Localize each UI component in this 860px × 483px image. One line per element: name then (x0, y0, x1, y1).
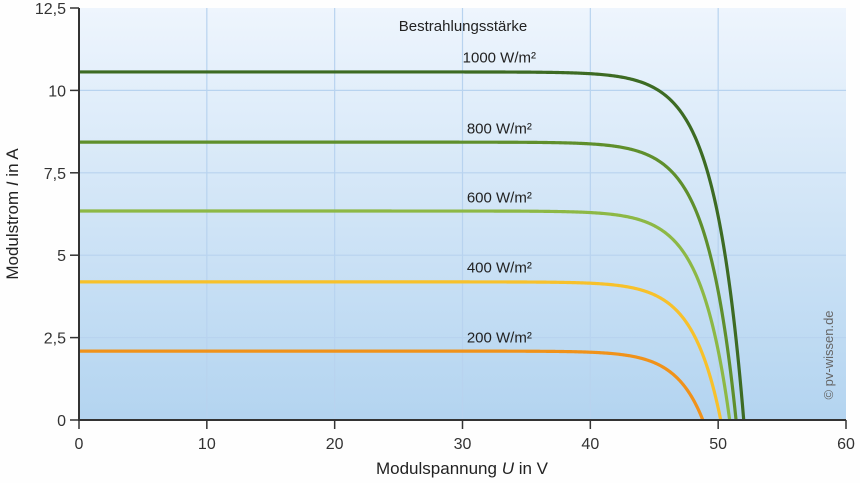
curve-label: 400 W/m² (467, 260, 532, 277)
curve-800-wm2 (78, 140, 738, 421)
curves (78, 70, 746, 421)
grid-lines (79, 8, 846, 420)
x-tick-label: 0 (75, 436, 84, 453)
curve-1000-wm2 (78, 70, 746, 421)
legend-title: Bestrahlungsstärke (399, 18, 527, 35)
x-tick-label: 50 (709, 436, 727, 453)
curve-label: 1000 W/m² (463, 49, 536, 66)
curve-label: 600 W/m² (467, 190, 532, 207)
x-tick-label: 20 (326, 436, 344, 453)
curve-label: 200 W/m² (467, 330, 532, 347)
curve-400-wm2 (78, 280, 723, 421)
y-tick-label: 7,5 (44, 166, 66, 183)
x-tick-label: 30 (454, 436, 472, 453)
curve-600-wm2 (78, 209, 732, 421)
x-tick-label: 10 (198, 436, 216, 453)
curve-labels: 1000 W/m² 800 W/m² 600 W/m² 400 W/m² 200 W/m… (463, 49, 536, 346)
y-tick-label: 10 (48, 83, 66, 100)
y-tick-label: 2,5 (44, 331, 66, 348)
copyright-text: © pv-wissen.de (821, 310, 836, 399)
tick-labels: 0 10 20 30 40 50 60 0 2,5 5 7,5 10 12,5 (35, 1, 855, 453)
x-tick-label: 60 (837, 436, 855, 453)
x-tick-label: 40 (581, 436, 599, 453)
y-tick-label: 12,5 (35, 1, 66, 18)
y-axis-title: Modulstrom I in A (3, 148, 22, 280)
curve-200-wm2 (78, 349, 705, 421)
x-axis-title: Modulspannung U in V (376, 459, 549, 478)
curve-label: 800 W/m² (467, 120, 532, 137)
y-tick-label: 5 (57, 248, 66, 265)
y-tick-label: 0 (57, 413, 66, 430)
